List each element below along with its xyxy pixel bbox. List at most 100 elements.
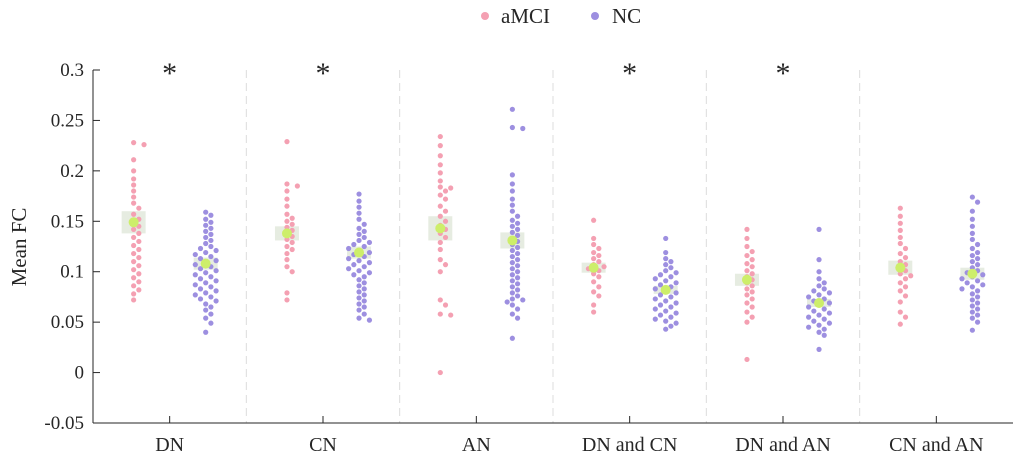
- data-point: [969, 245, 975, 252]
- data-point: [744, 235, 750, 242]
- data-point: [897, 288, 903, 294]
- data-point: [514, 220, 521, 226]
- data-point: [289, 246, 295, 253]
- data-point: [437, 203, 443, 209]
- data-point: [361, 280, 367, 286]
- data-point: [356, 307, 362, 313]
- data-point: [197, 266, 204, 272]
- data-point: [504, 299, 510, 305]
- data-point: [591, 256, 597, 262]
- data-point: [131, 182, 137, 188]
- data-point: [289, 269, 295, 275]
- legend: aMCI NC: [481, 4, 641, 28]
- data-point: [514, 293, 521, 299]
- data-point: [821, 326, 827, 332]
- data-point: [213, 298, 219, 304]
- data-point: [514, 281, 521, 287]
- data-point: [361, 274, 367, 280]
- data-point: [897, 280, 903, 286]
- data-point: [284, 250, 290, 257]
- data-point: [744, 261, 750, 267]
- data-point: [356, 198, 362, 204]
- data-point: [663, 235, 669, 242]
- data-point: [442, 208, 449, 214]
- significance-marker: *: [622, 57, 637, 90]
- data-point: [902, 254, 909, 261]
- data-point: [969, 252, 975, 259]
- data-point: [356, 237, 362, 244]
- data-point: [361, 311, 367, 317]
- data-point: [203, 280, 209, 286]
- data-point: [897, 220, 903, 226]
- mean-marker: [588, 262, 599, 273]
- data-point: [192, 282, 198, 288]
- data-point: [203, 307, 209, 313]
- data-point: [652, 276, 658, 282]
- data-point: [663, 298, 669, 304]
- data-point: [974, 288, 981, 294]
- data-point: [509, 124, 515, 131]
- data-point: [897, 299, 903, 305]
- data-point: [203, 216, 209, 222]
- data-point: [509, 272, 515, 278]
- mean-marker: [354, 247, 365, 258]
- data-point: [136, 263, 142, 269]
- data-point: [131, 259, 137, 265]
- data-point: [974, 249, 981, 256]
- data-point: [136, 246, 142, 253]
- data-point: [816, 312, 822, 318]
- data-point: [816, 329, 822, 335]
- data-point: [974, 312, 981, 318]
- mean-marker: [507, 235, 518, 246]
- data-point: [969, 216, 975, 222]
- data-point: [663, 256, 669, 262]
- data-point: [749, 304, 755, 310]
- x-tick-label: DN: [155, 434, 184, 456]
- data-point: [356, 295, 362, 301]
- legend-label-nc: NC: [612, 4, 641, 28]
- significance-marker: *: [316, 57, 331, 90]
- data-point: [959, 276, 965, 282]
- data-point: [663, 308, 669, 314]
- data-point: [361, 286, 367, 292]
- data-point: [289, 239, 295, 246]
- data-point: [744, 356, 750, 363]
- data-point: [208, 311, 214, 317]
- data-point: [131, 291, 137, 297]
- legend-marker-nc: [591, 12, 599, 20]
- data-point: [131, 234, 137, 241]
- data-point: [192, 292, 198, 298]
- data-point: [744, 292, 750, 298]
- data-point: [514, 213, 521, 219]
- y-tick-label: 0: [75, 363, 85, 384]
- data-point: [437, 153, 443, 159]
- data-point: [208, 231, 214, 237]
- data-point: [974, 306, 981, 312]
- data-point: [131, 194, 137, 200]
- data-point: [969, 230, 975, 236]
- data-point: [442, 188, 449, 194]
- data-point: [509, 247, 515, 254]
- data-point: [366, 239, 373, 246]
- mean-marker: [967, 268, 978, 279]
- data-point: [509, 284, 515, 290]
- data-point: [203, 301, 209, 307]
- data-point: [208, 219, 214, 225]
- data-point: [652, 306, 658, 312]
- data-point: [366, 249, 373, 256]
- data-point: [673, 270, 679, 276]
- data-point: [509, 202, 515, 208]
- y-tick-label: 0.15: [51, 211, 84, 232]
- data-point: [509, 172, 515, 178]
- data-point: [514, 257, 521, 263]
- data-point: [448, 185, 454, 191]
- data-point: [663, 262, 669, 268]
- data-point: [514, 287, 521, 293]
- data-point: [744, 243, 750, 250]
- data-point: [816, 226, 822, 232]
- data-point: [208, 212, 214, 218]
- mean-marker: [281, 228, 292, 239]
- data-point: [289, 215, 295, 221]
- data-point: [826, 300, 833, 306]
